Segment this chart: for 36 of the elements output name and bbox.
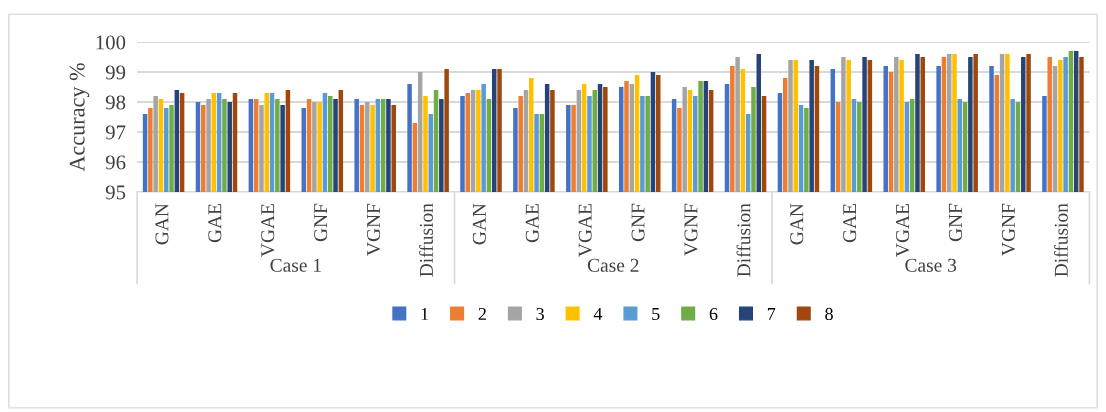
y-tick-label: 100 [96, 35, 126, 50]
x-tick-label: GAN [155, 203, 169, 245]
y-tick-label: 97 [105, 125, 126, 140]
text: Case 1 [270, 258, 321, 272]
y-axis-title: Accuracy % [69, 63, 90, 172]
x-tick-label: VGAE [896, 204, 910, 257]
x-tick-label: VGNF [684, 203, 698, 256]
legend-label: 6 [709, 307, 718, 321]
x-tick-label: GNF [948, 203, 963, 242]
y-tick-label: 96 [105, 155, 126, 170]
legend-label: 2 [478, 307, 486, 320]
x-tick-label: GAN [790, 203, 804, 245]
x-tick-label: VGAE [578, 204, 592, 257]
legend-label: 3 [536, 307, 544, 321]
legend-label: 5 [652, 308, 660, 321]
x-tick-label: GAE [208, 204, 222, 243]
legend-label: 8 [825, 307, 833, 321]
x-tick-label: GNF [631, 203, 645, 242]
x-tick-label: GNF [314, 203, 328, 242]
y-tick-label: 95 [105, 185, 126, 200]
x-tick-label: GAE [843, 204, 857, 243]
x-tick-label: VGNF [1001, 203, 1016, 256]
text: Case 3 [905, 258, 957, 272]
x-tick-label: Diffusion [419, 203, 433, 277]
text: Case 2 [587, 258, 639, 272]
legend-label: 1 [421, 307, 429, 320]
x-tick-label: VGNF [367, 203, 381, 256]
x-tick-label: VGAE [261, 204, 275, 257]
y-tick-label: 99 [105, 65, 126, 80]
x-tick-label: GAE [525, 204, 539, 243]
legend-label: 4 [593, 307, 603, 320]
x-tick-label: GAN [472, 203, 486, 245]
legend-label: 7 [767, 308, 776, 320]
x-tick-label: Diffusion [1053, 203, 1068, 277]
x-tick-label: Diffusion [736, 203, 751, 277]
y-tick-label: 98 [105, 95, 126, 110]
